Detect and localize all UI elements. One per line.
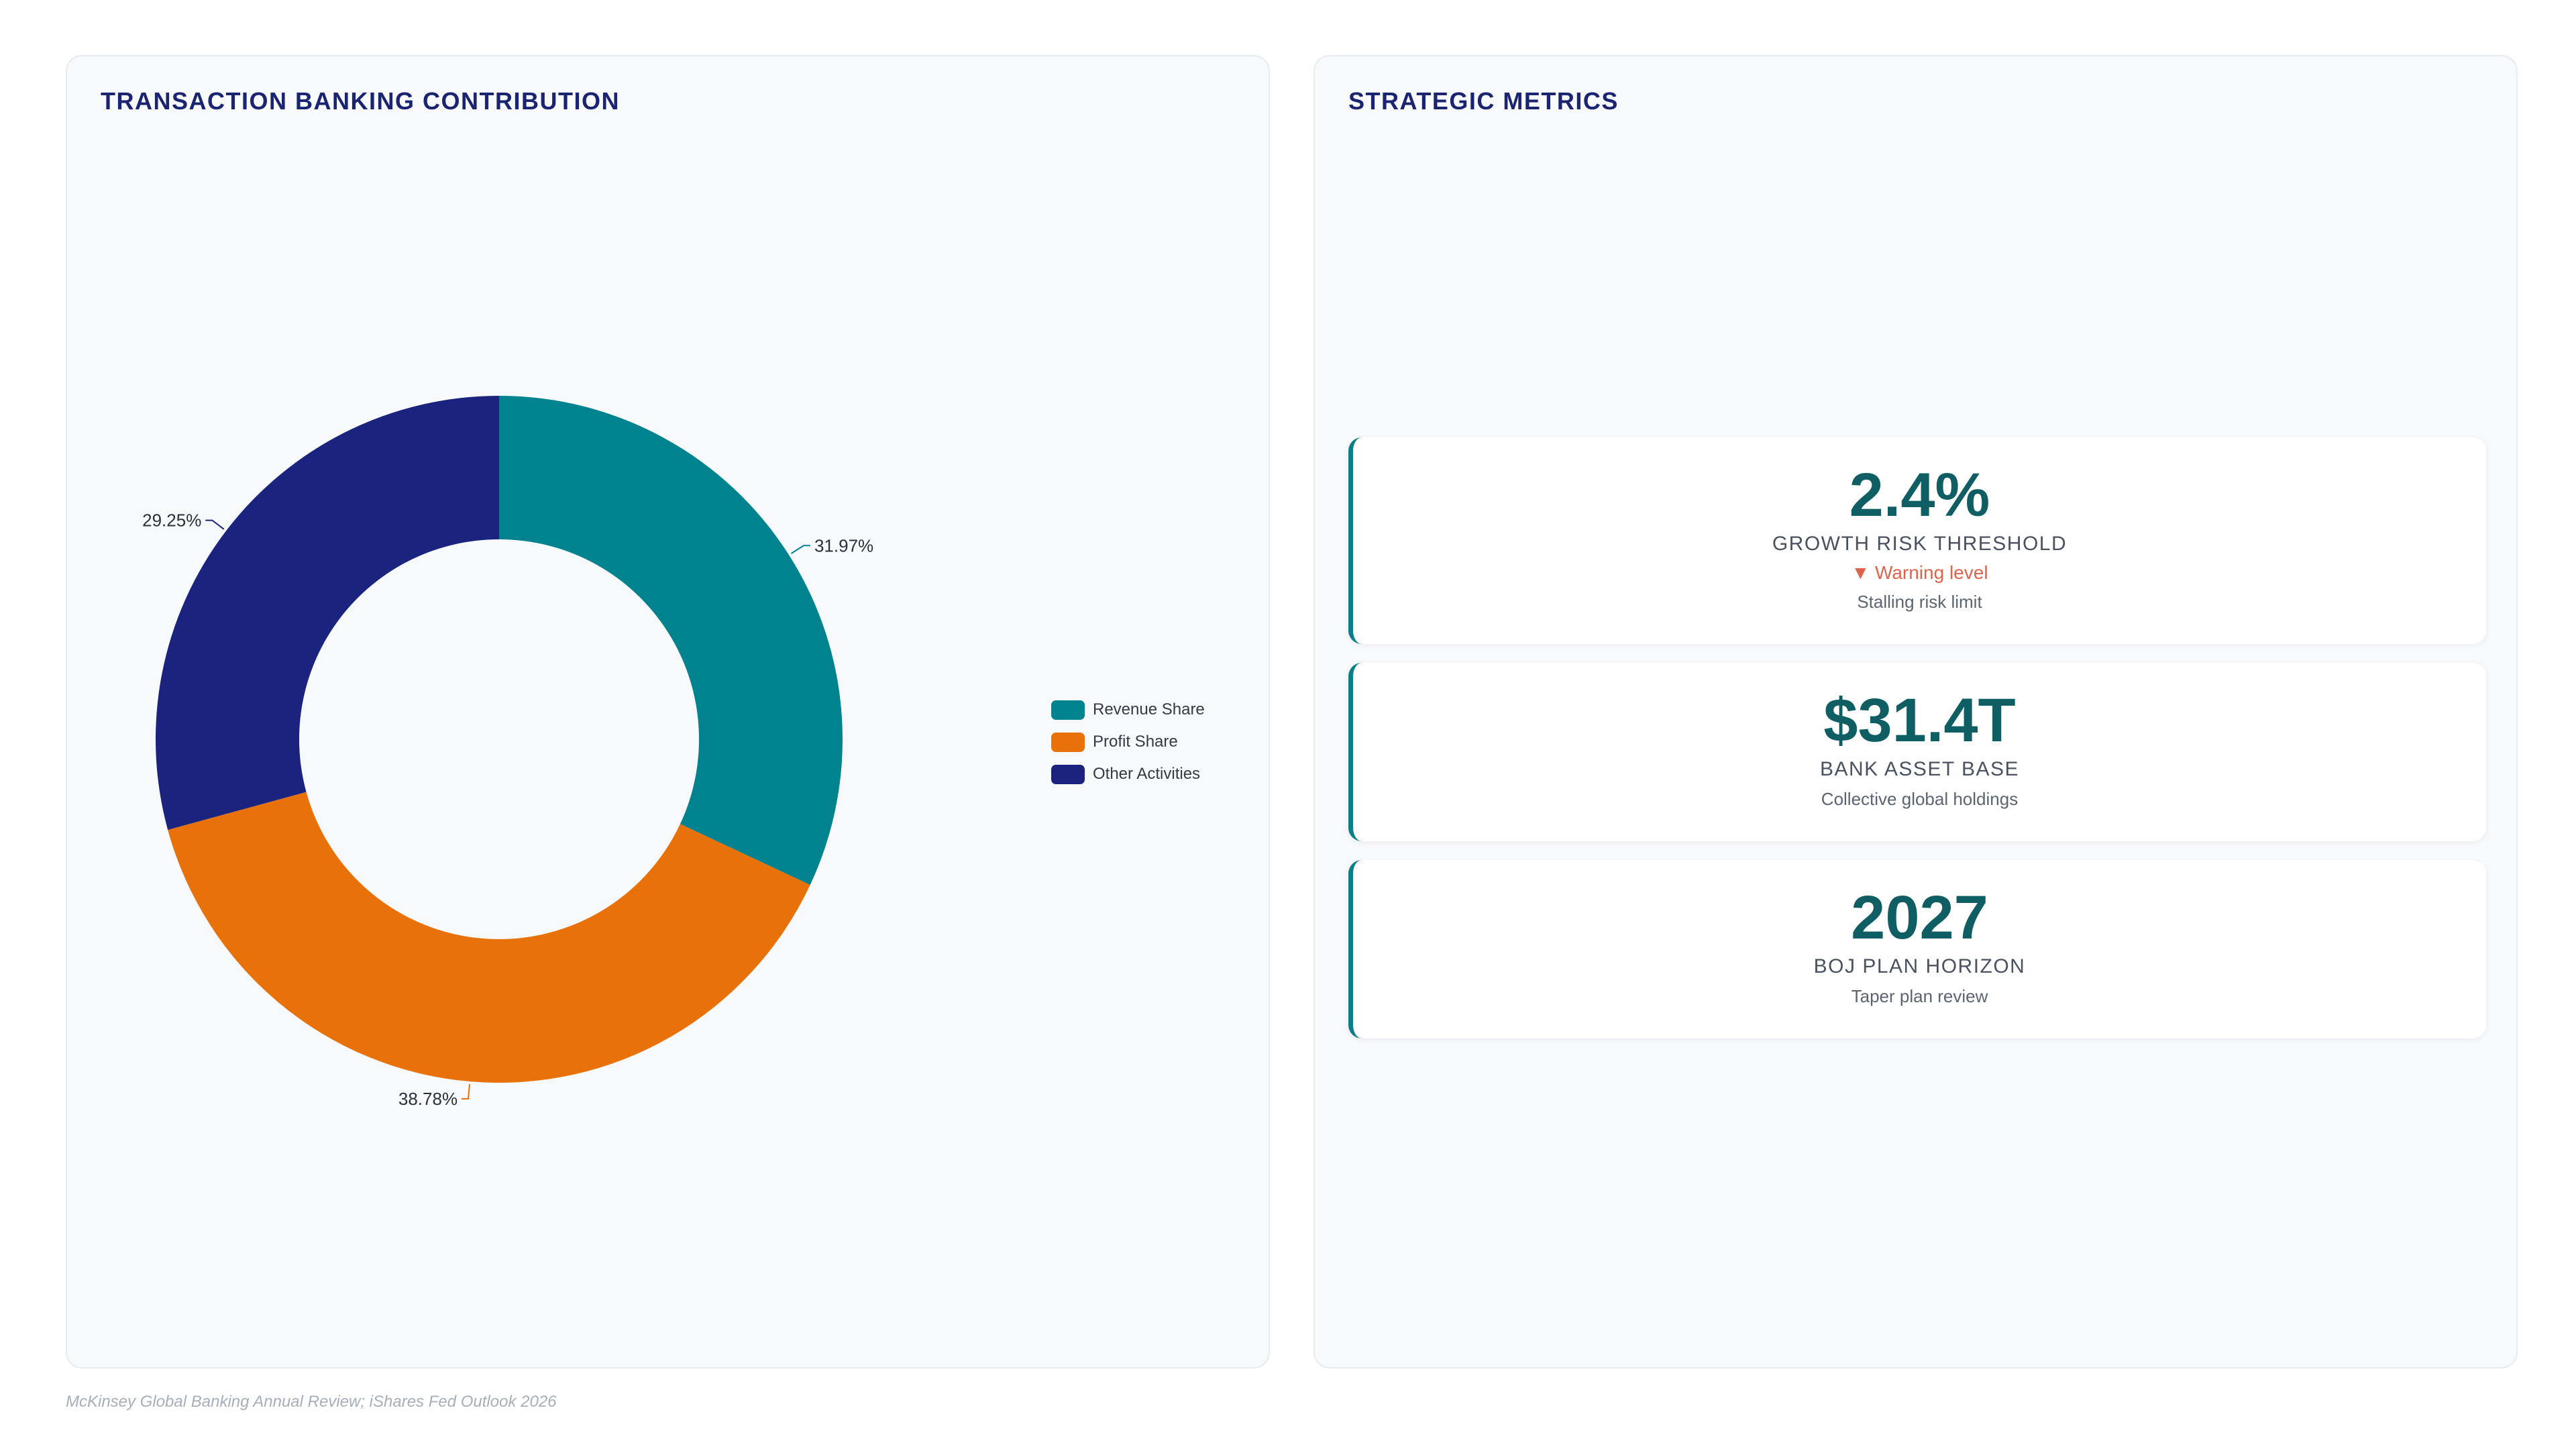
metrics-panel-title: STRATEGIC METRICS [1348, 87, 1619, 115]
chart-panel-title: TRANSACTION BANKING CONTRIBUTION [101, 87, 620, 115]
slice-value-label: 38.78% [398, 1089, 458, 1109]
legend-label: Revenue Share [1093, 700, 1205, 718]
donut-chart: 31.97% 38.78% 29.25% [142, 396, 873, 1109]
legend-item-revenue-share[interactable]: Revenue Share [1051, 694, 1205, 726]
metric-value: $31.4T [1823, 686, 2016, 755]
donut-slice-other-activities[interactable] [155, 396, 499, 830]
chart-legend: Revenue Share Profit Share Other Activit… [1051, 694, 1205, 790]
metric-label: BANK ASSET BASE [1819, 758, 2020, 780]
slice-value-label: 31.97% [814, 535, 873, 555]
metric-card-bank-assets: $31.4T BANK ASSET BASE Collective global… [1348, 663, 2486, 841]
metric-note: Collective global holdings [1821, 789, 2019, 809]
donut-slice-profit-share[interactable] [168, 792, 810, 1083]
legend-swatch [1051, 764, 1085, 784]
legend-label: Profit Share [1093, 733, 1178, 751]
metric-warning: ▼ Warning level [1851, 562, 1988, 583]
metric-label: BOJ PLAN HORIZON [1813, 955, 2026, 977]
metric-card-growth-risk: 2.4% GROWTH RISK THRESHOLD ▼ Warning lev… [1348, 437, 2486, 644]
metric-note: Stalling risk limit [1857, 592, 1982, 612]
legend-swatch [1051, 732, 1085, 752]
legend-item-profit-share[interactable]: Profit Share [1051, 726, 1205, 758]
metric-note: Taper plan review [1851, 986, 1988, 1006]
donut-slice-revenue-share[interactable] [499, 396, 843, 885]
legend-label: Other Activities [1093, 765, 1201, 783]
label-leader-line [462, 1084, 470, 1100]
legend-swatch [1051, 700, 1085, 720]
slice-value-label: 29.25% [142, 511, 201, 531]
legend-item-other-activities[interactable]: Other Activities [1051, 758, 1205, 790]
metric-value: 2027 [1851, 883, 1988, 952]
metrics-panel: STRATEGIC METRICS 2.4% GROWTH RISK THRES… [1313, 55, 2518, 1368]
metric-label: GROWTH RISK THRESHOLD [1772, 533, 2068, 555]
metric-card-boj-horizon: 2027 BOJ PLAN HORIZON Taper plan review [1348, 860, 2486, 1038]
source-footnote: McKinsey Global Banking Annual Review; i… [66, 1393, 557, 1411]
label-leader-line [790, 545, 810, 554]
label-leader-line [205, 519, 225, 530]
chart-panel: TRANSACTION BANKING CONTRIBUTION 31.97% 3… [66, 55, 1270, 1368]
metric-value: 2.4% [1849, 461, 1990, 529]
